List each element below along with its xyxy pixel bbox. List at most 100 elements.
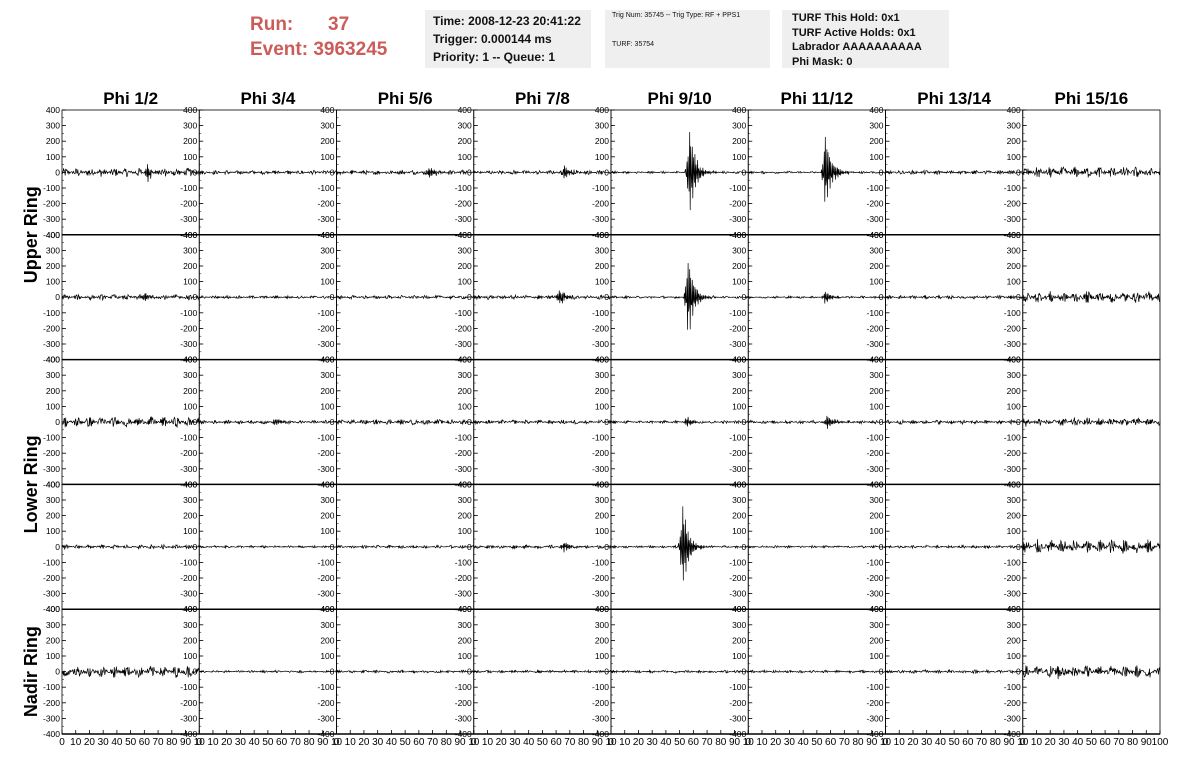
y-tick-label: 100 — [183, 401, 197, 411]
y-tick-label: -300 — [317, 713, 334, 723]
x-tick-label: 10 — [468, 737, 480, 748]
ring-label-1: Upper Ring — [21, 186, 41, 283]
y-tick-label: 300 — [320, 370, 334, 380]
y-tick-label: 400 — [46, 479, 60, 489]
y-tick-label: 200 — [869, 261, 883, 271]
y-tick-label: -200 — [455, 323, 472, 333]
y-tick-label: 0 — [742, 292, 747, 302]
y-tick-label: 300 — [458, 245, 472, 255]
waveform-trace — [61, 416, 200, 429]
y-tick-label: 0 — [604, 167, 609, 177]
y-tick-label: 300 — [732, 121, 746, 131]
waveform-trace — [473, 419, 612, 426]
y-tick-label: -300 — [455, 339, 472, 349]
y-tick-label: -100 — [180, 308, 197, 318]
turf-num-text: TURF: 35754 — [612, 41, 655, 48]
waveform-trace — [885, 668, 1024, 675]
y-tick-label: -200 — [592, 573, 609, 583]
y-tick-label: -300 — [43, 589, 60, 599]
y-tick-label: 200 — [732, 635, 746, 645]
column-title-4: Phi 7/8 — [515, 89, 570, 108]
y-tick-label: 300 — [458, 620, 472, 630]
y-tick-label: 100 — [320, 277, 334, 287]
y-tick-label: -100 — [317, 183, 334, 193]
y-tick-label: 300 — [458, 495, 472, 505]
y-tick-label: 200 — [732, 261, 746, 271]
x-tick-label: 100 — [1152, 737, 1169, 748]
run-value: 37 — [328, 14, 350, 35]
y-tick-label: -100 — [1004, 433, 1021, 443]
y-tick-label: 100 — [458, 651, 472, 661]
waveform-trace — [199, 294, 337, 300]
y-tick-label: 400 — [458, 604, 472, 614]
y-tick-label: 100 — [595, 651, 609, 661]
y-tick-label: -100 — [1004, 308, 1021, 318]
y-tick-label: -100 — [729, 433, 746, 443]
y-tick-label: 400 — [595, 105, 609, 115]
y-tick-label: -300 — [455, 214, 472, 224]
y-tick-label: 200 — [595, 635, 609, 645]
x-tick-label: 40 — [660, 737, 672, 748]
y-tick-label: -200 — [455, 199, 472, 209]
y-tick-label: -300 — [729, 589, 746, 599]
y-tick-label: -200 — [180, 698, 197, 708]
x-tick-label: 60 — [1100, 737, 1112, 748]
x-tick-label: 80 — [1127, 737, 1139, 748]
y-tick-label: 200 — [46, 261, 60, 271]
x-tick-label: 20 — [770, 737, 782, 748]
waveform-trace — [473, 290, 612, 304]
y-tick-label: 400 — [183, 105, 197, 115]
y-tick-label: 0 — [467, 417, 472, 427]
y-tick-label: -200 — [729, 323, 746, 333]
turf-active-text: TURF Active Holds: 0x1 — [792, 26, 916, 39]
y-tick-label: -300 — [43, 464, 60, 474]
y-tick-label: 100 — [595, 152, 609, 162]
y-tick-label: -300 — [180, 713, 197, 723]
y-tick-label: -300 — [729, 713, 746, 723]
turf-hold-text: TURF This Hold: 0x1 — [792, 12, 900, 24]
x-tick-label: 20 — [358, 737, 370, 748]
x-tick-label: 70 — [153, 737, 165, 748]
y-tick-label: -100 — [592, 433, 609, 443]
y-tick-label: 300 — [1007, 245, 1021, 255]
y-tick-label: 100 — [869, 401, 883, 411]
y-tick-label: -100 — [455, 183, 472, 193]
waveform-trace — [885, 169, 1023, 176]
y-tick-label: 300 — [458, 370, 472, 380]
y-tick-label: 0 — [330, 417, 335, 427]
y-tick-label: -200 — [866, 573, 883, 583]
y-tick-label: -300 — [1004, 339, 1021, 349]
x-tick-label: 10 — [894, 737, 906, 748]
y-tick-label: -100 — [866, 183, 883, 193]
y-tick-label: -200 — [43, 323, 60, 333]
y-tick-label: 200 — [595, 261, 609, 271]
y-tick-label: 400 — [869, 230, 883, 240]
y-tick-label: 400 — [869, 355, 883, 365]
y-tick-label: -200 — [592, 448, 609, 458]
x-tick-label: 70 — [1113, 737, 1125, 748]
x-tick-label: 50 — [674, 737, 686, 748]
phi-mask-text: Phi Mask: 0 — [792, 55, 853, 68]
y-tick-label: 0 — [604, 542, 609, 552]
x-tick-label: 30 — [1058, 737, 1070, 748]
y-tick-label: -200 — [592, 698, 609, 708]
y-tick-label: 100 — [183, 651, 197, 661]
x-tick-label: 0 — [196, 737, 202, 748]
y-tick-label: 100 — [183, 277, 197, 287]
y-tick-label: -300 — [43, 339, 60, 349]
y-tick-label: 300 — [595, 495, 609, 505]
x-tick-label: 40 — [798, 737, 810, 748]
y-tick-label: -300 — [180, 589, 197, 599]
waveform-trace — [1022, 539, 1161, 554]
y-tick-label: 200 — [458, 635, 472, 645]
y-tick-label: -200 — [729, 573, 746, 583]
y-tick-label: 400 — [869, 604, 883, 614]
y-tick-label: -200 — [43, 698, 60, 708]
y-tick-label: -200 — [180, 448, 197, 458]
waveform-trace — [61, 164, 200, 183]
y-tick-label: -200 — [180, 199, 197, 209]
y-tick-label: -100 — [43, 557, 60, 567]
x-tick-label: 30 — [98, 737, 110, 748]
x-tick-label: 50 — [262, 737, 274, 748]
x-tick-label: 0 — [883, 737, 889, 748]
